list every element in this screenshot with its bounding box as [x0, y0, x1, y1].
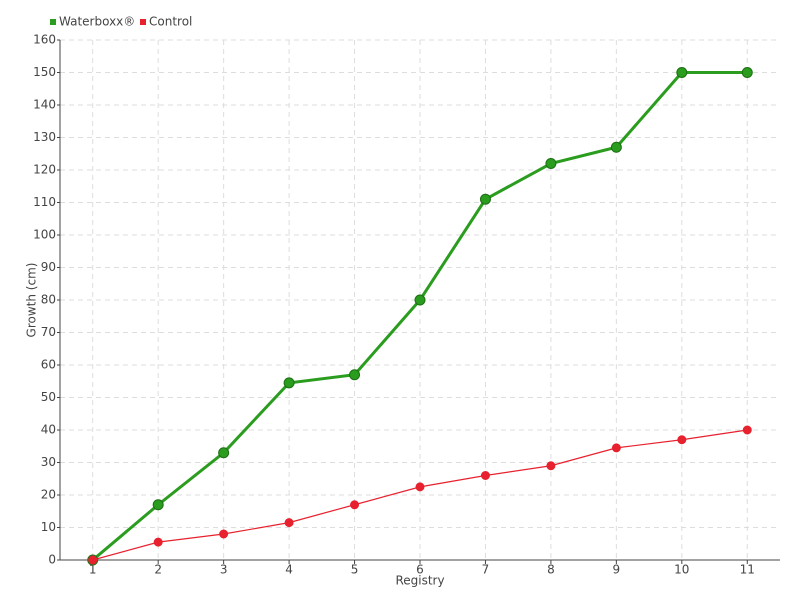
y-tick-label: 100 — [33, 228, 56, 242]
data-point — [284, 518, 294, 528]
data-point — [218, 447, 230, 459]
data-point — [611, 443, 621, 453]
legend-label: Waterboxx® — [59, 15, 135, 29]
y-tick-label: 150 — [33, 65, 56, 79]
y-tick-label: 90 — [41, 260, 56, 274]
data-point — [545, 158, 557, 169]
y-tick-label: 30 — [41, 455, 56, 469]
x-tick-label: 9 — [613, 563, 621, 577]
y-tick-label: 40 — [41, 423, 56, 437]
x-tick-label: 5 — [351, 563, 359, 577]
data-point — [350, 500, 360, 510]
data-point — [349, 369, 361, 381]
legend-swatch — [50, 19, 56, 25]
data-point — [677, 435, 687, 445]
x-tick-label: 1 — [89, 563, 97, 577]
data-point — [153, 537, 163, 547]
legend-label: Control — [149, 15, 192, 29]
x-tick-label: 11 — [740, 563, 755, 577]
data-point — [741, 67, 753, 78]
legend-swatch — [140, 19, 146, 25]
y-tick-label: 10 — [41, 520, 56, 534]
y-tick-label: 20 — [41, 488, 56, 502]
y-tick-label: 70 — [41, 325, 56, 339]
data-point — [610, 141, 622, 153]
data-point — [414, 294, 426, 306]
y-axis-label: Growth (cm) — [25, 263, 39, 338]
y-tick-label: 130 — [33, 130, 56, 144]
y-tick-label: 50 — [41, 390, 56, 404]
data-point — [480, 471, 490, 480]
data-point — [676, 67, 688, 78]
x-tick-label: 8 — [547, 563, 555, 577]
y-tick-label: 80 — [41, 293, 56, 307]
data-point — [742, 425, 752, 435]
x-tick-label: 7 — [482, 563, 490, 577]
x-tick-label: 3 — [220, 563, 228, 577]
data-point — [415, 482, 425, 492]
y-tick-label: 120 — [33, 163, 56, 177]
x-axis-label: Registry — [395, 574, 444, 588]
data-point — [546, 461, 556, 471]
data-point — [283, 377, 295, 389]
x-tick-label: 4 — [285, 563, 293, 577]
y-tick-label: 160 — [33, 33, 56, 47]
y-tick-label: 60 — [41, 358, 56, 372]
x-tick-label: 10 — [674, 563, 689, 577]
data-point — [219, 529, 229, 539]
data-point — [152, 499, 164, 511]
y-tick-label: 110 — [33, 195, 56, 209]
data-point — [479, 193, 491, 205]
x-tick-label: 6 — [416, 563, 424, 577]
x-tick-label: 2 — [154, 563, 162, 577]
y-tick-label: 0 — [48, 553, 56, 567]
data-point — [88, 555, 98, 565]
y-tick-label: 140 — [33, 98, 56, 112]
